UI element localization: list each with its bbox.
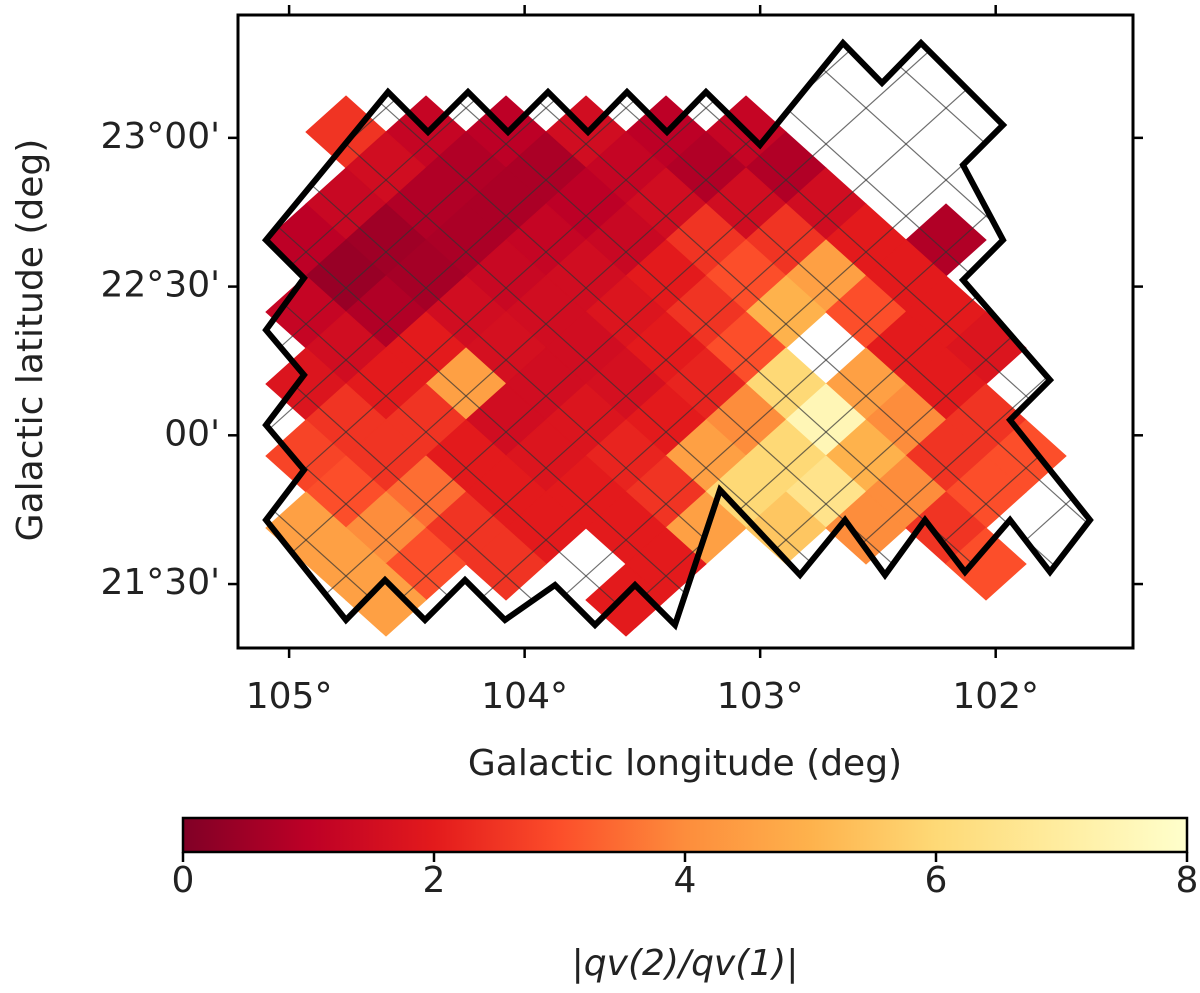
tile-line xyxy=(825,43,1090,625)
x-tick-label: 103° xyxy=(717,676,804,717)
colorbar-tick-label: 6 xyxy=(925,860,948,901)
colorbar-tick-label: 0 xyxy=(172,860,195,901)
colorbar-label: |qv(2)/qv(1)| xyxy=(572,943,799,984)
tile-line xyxy=(266,43,827,625)
y-axis-label: Galactic latitude (deg) xyxy=(10,139,51,542)
y-tick-label: 22°30' xyxy=(100,265,220,306)
x-tick-label: 102° xyxy=(952,676,1039,717)
tile-line xyxy=(266,43,667,625)
y-tick-label: 21°30' xyxy=(100,562,220,603)
tile-line xyxy=(266,43,507,625)
colorbar-tick-label: 2 xyxy=(423,860,446,901)
tile-line xyxy=(266,43,587,625)
tile-line xyxy=(266,43,747,625)
colorbar xyxy=(181,816,1189,854)
colorbar-tick-label: 8 xyxy=(1176,860,1199,901)
x-tick-label: 104° xyxy=(481,676,568,717)
tile-line xyxy=(1146,0,1200,720)
tile-line xyxy=(1146,0,1200,720)
x-tick-label: 105° xyxy=(246,676,333,717)
plot-frame xyxy=(236,13,1135,650)
y-tick-label: 23°00' xyxy=(100,116,220,157)
y-tick-label: 00' xyxy=(164,413,220,454)
colorbar-tick-label: 4 xyxy=(674,860,697,901)
x-axis-label: Galactic longitude (deg) xyxy=(468,743,902,784)
tile-line xyxy=(985,43,1090,625)
tile-line xyxy=(745,43,1090,625)
tile-line xyxy=(985,43,1090,625)
survey-outline xyxy=(261,38,1094,631)
